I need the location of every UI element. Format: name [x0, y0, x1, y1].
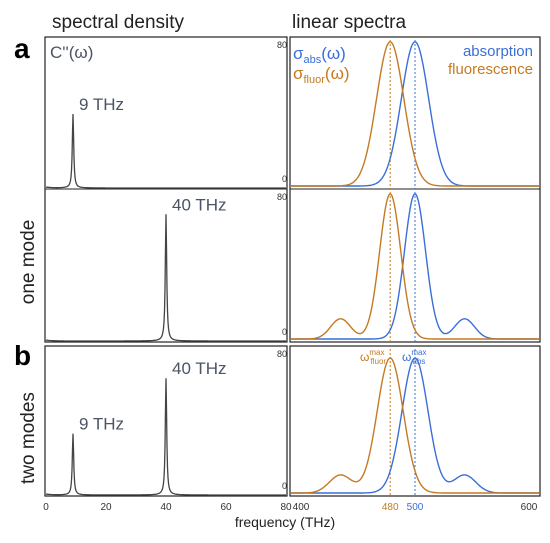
spectra-two-modes-fluorescence-curve — [291, 357, 539, 494]
spectra-one-mode-40-fluorescence-curve — [291, 193, 539, 340]
peak-labels: 9 THz 40 THz 9 THz 40 THz — [79, 95, 227, 434]
spectral-two-modes-curve — [46, 378, 286, 496]
header-spectral-density: spectral density — [52, 12, 185, 33]
x-axis-label: frequency (THz) — [235, 514, 335, 530]
legend-fluorescence: fluorescence — [448, 61, 533, 78]
omega-abs-max-label: ωmax abs — [402, 348, 427, 366]
frame-left-row-b — [44, 345, 288, 497]
x-tick-spectra-480: 480 — [382, 502, 399, 513]
spectral-two-modes-peak-label-1: 40 THz — [172, 359, 227, 378]
x-tick-spectral-80: 80 — [280, 502, 292, 513]
row-label-two-modes: two modes — [18, 392, 39, 484]
x-tick-spectral-40: 40 — [160, 502, 172, 513]
x-tick-spectra-600: 600 — [521, 502, 538, 513]
spectra-one-mode-9-fluorescence-curve — [291, 41, 539, 187]
legend-abs-symbol: σabs(ω) — [293, 44, 346, 66]
legend-absorption: absorption — [463, 43, 533, 60]
spectral-two-modes-peak-label-0: 9 THz — [79, 415, 124, 434]
row-label-one-mode: one mode — [18, 220, 39, 305]
spectral-density-symbol: C''(ω) — [50, 43, 93, 62]
omega-fluor-max-label: ωmax fluor — [360, 348, 386, 366]
spectra-two-modes-y-tick-80: 80 — [277, 349, 287, 359]
spectra-one-mode-9-y-tick-80: 80 — [277, 40, 287, 50]
header-linear-spectra: linear spectra — [292, 12, 406, 33]
spectral-one-mode-40-curve — [45, 214, 286, 342]
x-tick-spectral-20: 20 — [100, 502, 112, 513]
x-tick-spectral-0: 0 — [43, 502, 49, 513]
spectra-two-modes-y-tick-0: 0 — [282, 481, 287, 491]
x-tick-spectra-400: 400 — [293, 502, 310, 513]
spectra-one-mode-40-y-tick-80: 80 — [277, 192, 287, 202]
legend-fluor-symbol: σfluor(ω) — [293, 64, 350, 86]
spectral-one-mode-40-peak-label-0: 40 THz — [172, 195, 227, 214]
x-tick-spectral-60: 60 — [220, 502, 232, 513]
panel-letter-b: b — [14, 340, 31, 371]
frame-right-row-b — [289, 345, 541, 497]
chart-curves — [45, 41, 539, 496]
spectral-one-mode-9-curve — [45, 113, 286, 189]
max-frequency-guides — [389, 40, 416, 496]
x-tick-spectra-500: 500 — [407, 502, 424, 513]
panel-letter-a: a — [14, 33, 30, 64]
spectral-one-mode-9-peak-label-0: 9 THz — [79, 95, 124, 114]
spectra-one-mode-9-y-tick-0: 0 — [282, 174, 287, 184]
spectra-one-mode-40-y-tick-0: 0 — [282, 327, 287, 337]
